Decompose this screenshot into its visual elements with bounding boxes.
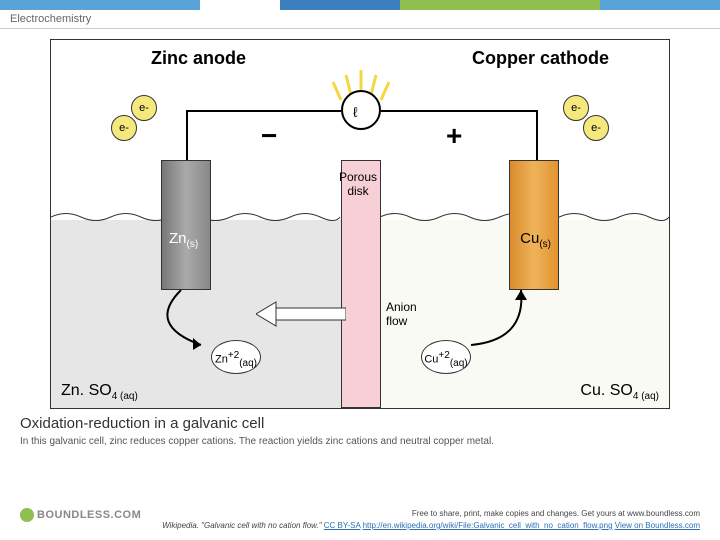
positive-sign: +: [446, 120, 462, 152]
porous-disk-label: Porous disk: [339, 170, 377, 198]
caption-subtitle: In this galvanic cell, zinc reduces copp…: [0, 434, 720, 449]
galvanic-cell-diagram: Zinc anode Copper cathode ℓ − + e- e- e-…: [50, 39, 670, 409]
wire: [536, 110, 538, 160]
footer: Free to share, print, make copies and ch…: [0, 503, 720, 540]
wire: [186, 110, 341, 112]
footer-attribution: Wikipedia. "Galvanic cell with no cation…: [20, 521, 700, 530]
zn-dissolve-arrow-icon: [151, 290, 231, 360]
source-link[interactable]: http://en.wikipedia.org/wiki/File:Galvan…: [363, 521, 613, 530]
view-link[interactable]: View on Boundless.com: [615, 521, 700, 530]
wire: [186, 110, 188, 160]
page-title: Electrochemistry: [0, 10, 720, 29]
electron-icon: e-: [111, 115, 137, 141]
zn-electrode-text: Zn(s): [169, 230, 198, 250]
zinc-electrode: [161, 160, 211, 290]
license-link[interactable]: CC BY-SA: [324, 521, 361, 530]
zinc-anode-label: Zinc anode: [151, 48, 246, 69]
caption-title: Oxidation-reduction in a galvanic cell: [0, 409, 720, 434]
electron-icon: e-: [563, 95, 589, 121]
cu-ion: Cu+2(aq): [421, 340, 471, 374]
anion-flow-arrow-icon: [256, 300, 346, 328]
copper-cathode-label: Copper cathode: [472, 48, 609, 69]
electron-icon: e-: [583, 115, 609, 141]
cu-deposit-arrow-icon: [471, 290, 551, 360]
electron-icon: e-: [131, 95, 157, 121]
cu-electrode-text: Cu(s): [520, 230, 551, 250]
bulb-icon: ℓ: [341, 90, 381, 130]
negative-sign: −: [261, 120, 277, 152]
left-solution-label: Zn. SO4 (aq): [61, 382, 138, 402]
wire: [381, 110, 536, 112]
copper-electrode: [509, 160, 559, 290]
top-accent-bar: [0, 0, 720, 10]
right-solution-label: Cu. SO4 (aq): [580, 382, 659, 402]
footer-share-text: Free to share, print, make copies and ch…: [20, 509, 700, 518]
anion-flow-label: Anion flow: [386, 300, 417, 328]
